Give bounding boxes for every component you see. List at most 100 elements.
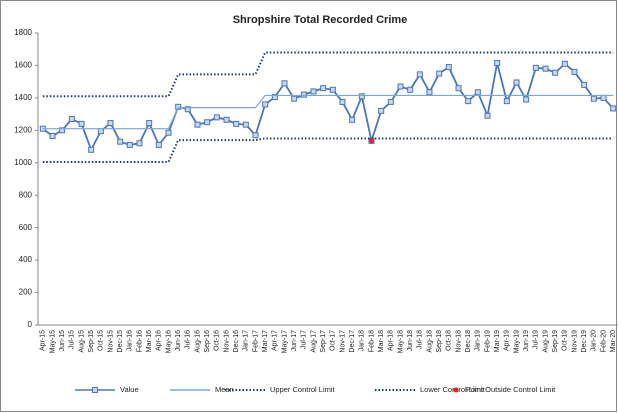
point	[97, 128, 104, 135]
legend-label: Value	[120, 385, 139, 394]
point	[59, 127, 66, 134]
x-tick-label: Feb-16	[136, 330, 143, 352]
x-tick-label: Apr-18	[388, 330, 395, 351]
point	[281, 80, 288, 87]
x-tick-label: Feb-19	[484, 330, 491, 352]
point	[136, 140, 143, 147]
x-tick-label: Nov-16	[223, 330, 230, 353]
point	[175, 103, 182, 110]
x-tick-label: Aug-17	[310, 330, 317, 353]
point	[387, 98, 394, 105]
x-tick-label: Sep-19	[552, 330, 559, 353]
x-tick-label: Mar-17	[262, 330, 269, 352]
point	[291, 95, 298, 102]
y-tick-label: 1400	[14, 93, 32, 102]
x-tick-label: Feb-17	[252, 330, 259, 352]
x-tick-label: Nov-18	[455, 330, 462, 353]
y-tick-label: 0	[28, 320, 33, 329]
x-tick-label: Jun-19	[523, 330, 530, 352]
x-tick-label: Mar-19	[494, 330, 501, 352]
x-tick-label: May-19	[513, 330, 520, 353]
point	[378, 107, 385, 114]
series-line	[42, 51, 614, 98]
point	[571, 68, 578, 75]
point	[445, 64, 452, 71]
x-tick-label: Jun-15	[59, 330, 66, 352]
point	[523, 96, 530, 103]
x-tick-label: Mar-18	[378, 330, 385, 352]
point	[552, 69, 559, 76]
x-tick-label: Sep-17	[320, 330, 327, 353]
x-tick-label: Sep-15	[88, 330, 95, 353]
point	[426, 89, 433, 96]
y-tick-label: 1800	[14, 28, 32, 37]
x-tick-label: Jun-16	[175, 330, 182, 352]
y-tick-label: 1200	[14, 125, 32, 134]
point	[78, 120, 85, 127]
y-tick-label: 800	[19, 190, 33, 199]
point	[223, 116, 230, 123]
point	[532, 64, 539, 71]
point	[262, 101, 269, 108]
point	[339, 98, 346, 105]
point	[542, 65, 549, 72]
x-tick-label: Jan-18	[359, 330, 366, 352]
point	[465, 98, 472, 105]
legend-marker	[453, 387, 459, 393]
point	[68, 115, 75, 122]
x-tick-label: Jan-16	[127, 330, 134, 352]
point	[233, 120, 240, 127]
x-tick-label: Oct-18	[446, 330, 453, 351]
x-tick-label: Jul-17	[301, 330, 308, 349]
legend-marker	[92, 387, 98, 393]
x-tick-label: Jul-16	[185, 330, 192, 349]
point	[561, 60, 568, 67]
point	[513, 79, 520, 86]
y-tick-label: 600	[19, 223, 33, 232]
point	[436, 70, 443, 77]
legend-label: Point Outside Control Limit	[466, 385, 556, 394]
point	[455, 85, 462, 92]
x-tick-label: Aug-15	[78, 330, 85, 353]
x-tick-label: May-15	[49, 330, 56, 353]
y-tick-label: 1600	[14, 61, 32, 70]
point	[416, 71, 423, 78]
point	[300, 91, 307, 98]
chart-title: Shropshire Total Recorded Crime	[233, 14, 408, 26]
x-tick-label: Nov-15	[107, 330, 114, 353]
x-tick-label: May-17	[281, 330, 288, 353]
point	[320, 85, 327, 92]
point	[503, 98, 510, 105]
x-tick-label: Oct-17	[330, 330, 337, 351]
point	[126, 141, 133, 148]
x-tick-label: Jul-15	[69, 330, 76, 349]
x-tick-label: Jan-19	[475, 330, 482, 352]
x-tick-label: Dec-18	[465, 330, 472, 353]
x-tick-label: Oct-16	[214, 330, 221, 351]
x-tick-label: May-16	[165, 330, 172, 353]
x-tick-label: Jan-20	[591, 330, 598, 352]
y-tick-label: 1000	[14, 158, 32, 167]
x-tick-label: Sep-16	[204, 330, 211, 353]
series-line	[42, 137, 614, 163]
point	[49, 133, 56, 140]
x-tick-label: Apr-19	[504, 330, 511, 351]
point	[88, 146, 95, 153]
x-tick-label: Feb-20	[600, 330, 607, 352]
point	[107, 120, 114, 127]
point	[474, 89, 481, 96]
point	[204, 119, 211, 126]
x-tick-label: Nov-19	[571, 330, 578, 353]
x-tick-label: Apr-15	[40, 330, 47, 351]
point	[117, 138, 124, 145]
point	[242, 121, 249, 128]
point	[310, 88, 317, 95]
x-tick-label: Aug-16	[194, 330, 201, 353]
point	[146, 120, 153, 127]
x-tick-label: Aug-19	[542, 330, 549, 353]
point	[194, 121, 201, 128]
point	[349, 116, 356, 123]
point	[271, 94, 278, 101]
point	[397, 83, 404, 90]
